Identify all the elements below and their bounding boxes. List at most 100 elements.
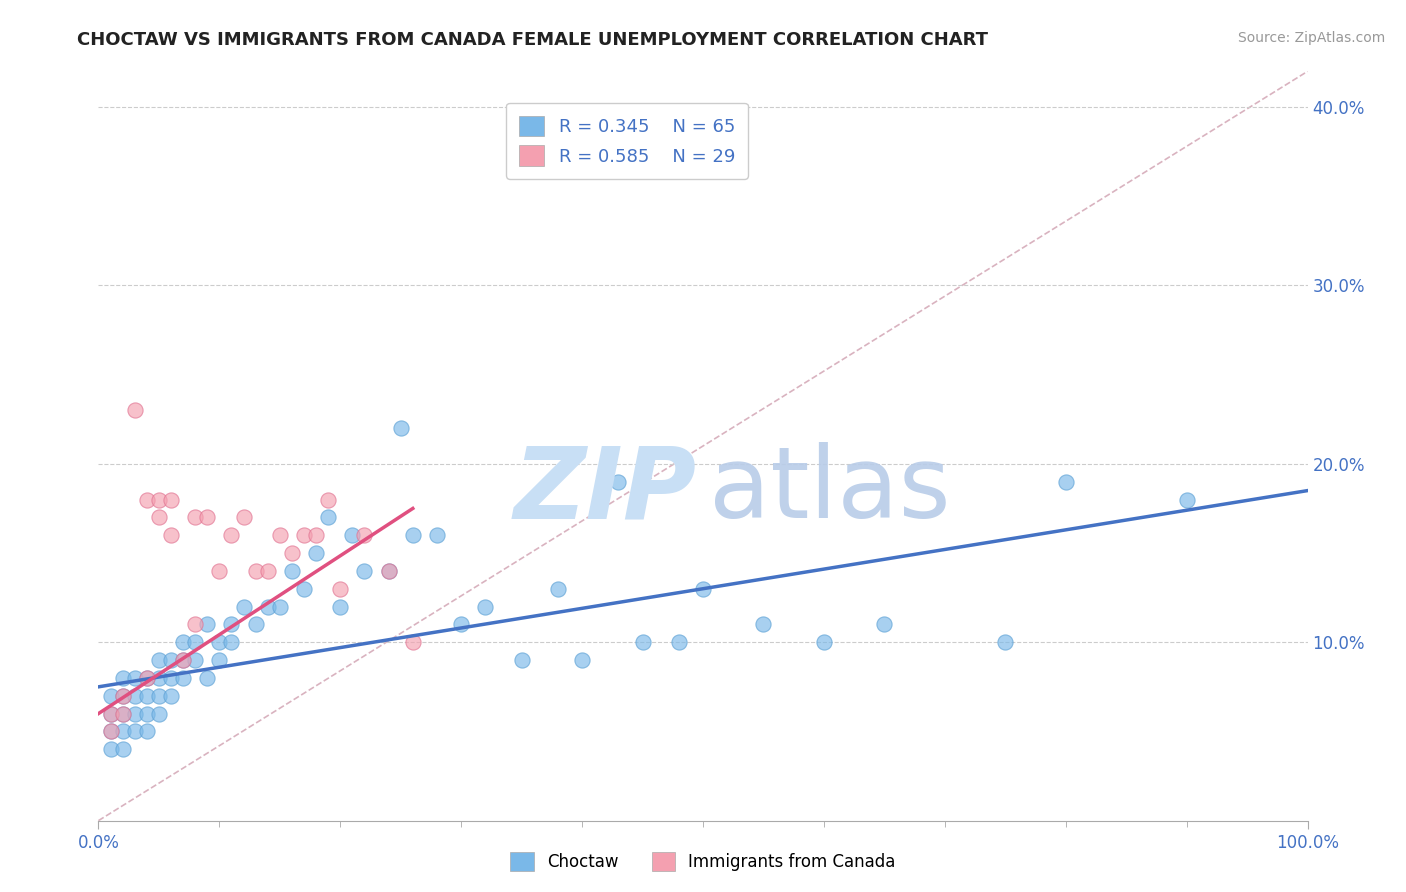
Point — [135, 689, 157, 703]
Point — [1054, 475, 1077, 489]
Point — [208, 564, 231, 578]
Legend: Choctaw, Immigrants from Canada: Choctaw, Immigrants from Canada — [502, 843, 904, 880]
Point — [245, 617, 267, 632]
Point — [195, 510, 218, 524]
Point — [342, 528, 364, 542]
Point — [402, 635, 425, 649]
Point — [245, 564, 267, 578]
Point — [377, 564, 399, 578]
Text: ZIP: ZIP — [515, 442, 697, 540]
Point — [221, 635, 243, 649]
Point — [232, 599, 254, 614]
Point — [474, 599, 496, 614]
Point — [292, 528, 315, 542]
Point — [353, 528, 375, 542]
Point — [208, 635, 231, 649]
Point — [256, 564, 278, 578]
Point — [100, 689, 122, 703]
Point — [426, 528, 449, 542]
Point — [353, 564, 375, 578]
Point — [148, 510, 170, 524]
Point — [1175, 492, 1198, 507]
Point — [571, 653, 593, 667]
Point — [100, 706, 122, 721]
Point — [195, 671, 218, 685]
Point — [547, 582, 569, 596]
Point — [124, 706, 146, 721]
Point — [135, 706, 157, 721]
Point — [269, 599, 291, 614]
Point — [281, 564, 304, 578]
Point — [172, 653, 194, 667]
Text: Source: ZipAtlas.com: Source: ZipAtlas.com — [1237, 31, 1385, 45]
Point — [160, 528, 183, 542]
Point — [256, 599, 278, 614]
Point — [148, 706, 170, 721]
Text: CHOCTAW VS IMMIGRANTS FROM CANADA FEMALE UNEMPLOYMENT CORRELATION CHART: CHOCTAW VS IMMIGRANTS FROM CANADA FEMALE… — [77, 31, 988, 49]
Point — [389, 421, 412, 435]
Point — [100, 724, 122, 739]
Point — [631, 635, 654, 649]
Point — [221, 617, 243, 632]
Point — [184, 635, 207, 649]
Point — [135, 671, 157, 685]
Point — [184, 510, 207, 524]
Point — [269, 528, 291, 542]
Point — [316, 510, 339, 524]
Point — [873, 617, 896, 632]
Point — [100, 724, 122, 739]
Point — [292, 582, 315, 596]
Point — [813, 635, 835, 649]
Point — [148, 653, 170, 667]
Point — [111, 689, 134, 703]
Point — [111, 724, 134, 739]
Point — [172, 653, 194, 667]
Point — [124, 671, 146, 685]
Point — [195, 617, 218, 632]
Point — [510, 653, 533, 667]
Legend: R = 0.345    N = 65, R = 0.585    N = 29: R = 0.345 N = 65, R = 0.585 N = 29 — [506, 103, 748, 179]
Point — [402, 528, 425, 542]
Point — [111, 706, 134, 721]
Point — [111, 706, 134, 721]
Point — [111, 689, 134, 703]
Point — [668, 635, 690, 649]
Point — [184, 617, 207, 632]
Point — [752, 617, 775, 632]
Point — [994, 635, 1017, 649]
Point — [111, 671, 134, 685]
Point — [100, 742, 122, 756]
Point — [135, 671, 157, 685]
Point — [450, 617, 472, 632]
Point — [160, 689, 183, 703]
Point — [148, 671, 170, 685]
Point — [160, 492, 183, 507]
Point — [111, 742, 134, 756]
Point — [148, 492, 170, 507]
Point — [281, 546, 304, 560]
Point — [172, 671, 194, 685]
Point — [316, 492, 339, 507]
Point — [329, 599, 352, 614]
Point — [305, 546, 328, 560]
Point — [135, 724, 157, 739]
Point — [692, 582, 714, 596]
Point — [607, 475, 630, 489]
Point — [124, 403, 146, 417]
Point — [329, 582, 352, 596]
Point — [160, 671, 183, 685]
Point — [377, 564, 399, 578]
Point — [124, 689, 146, 703]
Point — [184, 653, 207, 667]
Point — [172, 635, 194, 649]
Point — [148, 689, 170, 703]
Point — [305, 528, 328, 542]
Point — [135, 492, 157, 507]
Point — [124, 724, 146, 739]
Point — [160, 653, 183, 667]
Text: atlas: atlas — [709, 442, 950, 540]
Point — [221, 528, 243, 542]
Point — [208, 653, 231, 667]
Point — [100, 706, 122, 721]
Point — [232, 510, 254, 524]
